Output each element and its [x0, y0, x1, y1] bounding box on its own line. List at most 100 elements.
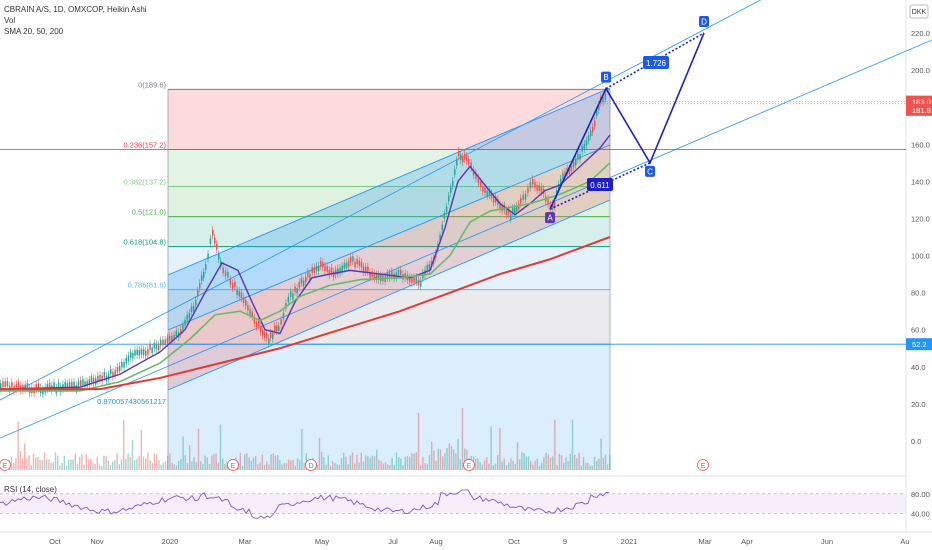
- candle-body: [298, 282, 301, 288]
- volume-bar: [81, 454, 83, 470]
- volume-bar: [76, 463, 79, 470]
- volume-bar: [316, 464, 318, 470]
- candle-body: [345, 262, 348, 269]
- volume-bar: [101, 465, 103, 470]
- volume-bar: [349, 455, 351, 470]
- candle-body: [475, 172, 477, 179]
- candle-body: [315, 265, 318, 272]
- volume-bar: [255, 456, 257, 470]
- volume-bar: [488, 463, 490, 470]
- harmonic-point-D: [699, 16, 709, 27]
- candle-body: [397, 269, 400, 276]
- candle-body: [408, 276, 411, 283]
- volume-bar: [288, 459, 290, 470]
- candle-body: [339, 267, 341, 274]
- candle-body: [540, 186, 543, 193]
- volume-bar: [140, 429, 142, 470]
- candle-body: [367, 266, 369, 273]
- volume-bar: [580, 465, 582, 470]
- volume-bar: [569, 453, 571, 470]
- candle-body: [572, 161, 575, 168]
- volume-bar: [98, 464, 101, 470]
- candle-body: [0, 383, 2, 389]
- volume-bar: [358, 462, 360, 470]
- candle-body: [484, 187, 486, 194]
- price-tick-6: 120.0: [911, 214, 930, 223]
- candle-body: [413, 277, 415, 283]
- volume-bar: [442, 456, 444, 470]
- candle-body: [180, 329, 182, 335]
- volume-bar: [180, 459, 182, 470]
- volume-bar: [336, 464, 338, 470]
- candle-body: [266, 333, 268, 339]
- volume-bar: [303, 462, 305, 470]
- volume-bar: [213, 453, 215, 470]
- volume-bar: [367, 456, 369, 470]
- volume-bar: [142, 456, 145, 470]
- candle-body: [592, 126, 594, 133]
- harmonic-point-label-C: C: [647, 167, 653, 176]
- volume-bar: [285, 463, 288, 470]
- candle-body: [274, 325, 276, 332]
- volume-label: Vol: [4, 16, 16, 25]
- fib-label-4: 0.618(104.8): [123, 238, 166, 247]
- candle-body: [505, 209, 508, 216]
- rsi-line: [0, 489, 610, 519]
- candle-body: [587, 135, 590, 141]
- channel-line-0: [167, 87, 611, 276]
- volume-bar: [435, 460, 437, 470]
- currency-label: DKK: [912, 9, 927, 16]
- candle-body: [598, 104, 600, 111]
- volume-bar: [296, 458, 299, 470]
- volume-bar: [582, 457, 585, 470]
- volume-bar: [46, 459, 48, 470]
- candle-body: [326, 266, 328, 272]
- symbol-title: CBRAIN A/S, 1D, OMXCOP, Heikin Ashi: [4, 5, 147, 14]
- candle-body: [234, 281, 236, 288]
- candle-body: [305, 276, 307, 283]
- volume-bar: [290, 460, 292, 470]
- time-tick-0: Oct: [49, 537, 62, 546]
- volume-bar: [591, 465, 593, 470]
- candle-body: [430, 260, 433, 267]
- candle-body: [362, 266, 365, 273]
- candle-body: [514, 207, 516, 214]
- candle-body: [534, 182, 536, 188]
- volume-bar: [145, 458, 147, 470]
- volume-bar: [552, 456, 554, 470]
- volume-bar: [534, 461, 536, 470]
- candle-body: [486, 190, 488, 197]
- candle-body: [125, 357, 128, 364]
- candle-body: [140, 349, 143, 355]
- price-tick-2: 40.0: [911, 363, 926, 372]
- candle-body: [579, 154, 581, 160]
- candle-body: [538, 185, 540, 191]
- candle-body: [88, 379, 91, 385]
- candle-body: [585, 139, 588, 146]
- candle-body: [127, 355, 130, 362]
- candle-body: [46, 383, 49, 390]
- volume-bar: [589, 465, 591, 470]
- volume-bar: [35, 457, 37, 470]
- volume-bar: [57, 455, 59, 470]
- volume-bar: [340, 458, 343, 470]
- candle-body: [562, 173, 564, 179]
- volume-bar: [545, 452, 547, 470]
- candle-body: [360, 262, 363, 268]
- candle-body: [110, 368, 112, 375]
- candle-body: [470, 162, 472, 168]
- volume-bar: [136, 458, 138, 470]
- volume-bar: [567, 461, 569, 470]
- volume-bar: [497, 454, 499, 470]
- candle-body: [428, 264, 431, 270]
- volume-bar: [334, 462, 336, 470]
- candle-body: [199, 283, 201, 289]
- event-marker-label-4: E: [701, 463, 706, 470]
- volume-bar: [360, 452, 362, 470]
- volume-bar: [325, 464, 327, 470]
- candle-body: [468, 158, 470, 165]
- volume-bar: [151, 462, 153, 470]
- volume-bar: [395, 452, 398, 470]
- candle-body: [568, 168, 571, 175]
